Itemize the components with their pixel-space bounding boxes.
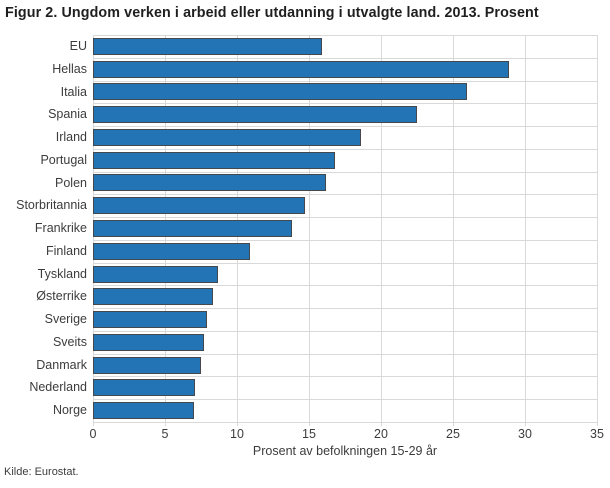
horizontal-gridline <box>93 171 597 173</box>
x-tick-label: 15 <box>302 427 316 441</box>
category-axis-labels: EU Hellas Italia Spania Irland Portugal Polen S… <box>0 35 87 422</box>
bar-sverige <box>93 311 207 329</box>
vertical-gridline <box>309 35 310 426</box>
x-tick-label: 25 <box>446 427 460 441</box>
horizontal-gridline <box>93 148 597 150</box>
x-tick-label: 5 <box>161 427 169 441</box>
category-label: Finland <box>46 243 87 258</box>
category-label: Portugal <box>40 152 87 167</box>
source-note: Kilde: Eurostat. <box>4 466 79 478</box>
bar-nederland <box>93 379 196 397</box>
bar-tyskland <box>93 265 219 283</box>
x-tick-label: 30 <box>518 427 532 441</box>
bar-polen <box>93 174 327 192</box>
horizontal-gridline <box>93 217 597 219</box>
category-label: Polen <box>55 175 87 190</box>
figure-title: Figur 2. Ungdom verken i arbeid eller ut… <box>5 5 539 21</box>
horizontal-gridline <box>93 126 597 128</box>
horizontal-gridline <box>93 57 597 59</box>
category-label: Frankrike <box>34 221 87 236</box>
category-label: Hellas <box>52 61 87 76</box>
category-label: Norge <box>52 403 87 418</box>
category-label: Spania <box>48 107 87 122</box>
category-label: Danmark <box>36 357 87 372</box>
category-label: Irland <box>55 130 87 145</box>
x-tick-label: 10 <box>230 427 244 441</box>
x-tick-label: 35 <box>590 427 604 441</box>
horizontal-gridline <box>93 194 597 196</box>
category-label: EU <box>69 39 87 53</box>
category-label: Storbritannia <box>16 198 87 213</box>
horizontal-gridline <box>93 285 597 287</box>
horizontal-gridline <box>93 80 597 82</box>
vertical-gridline <box>525 35 526 426</box>
bar-eu <box>93 37 322 55</box>
bar-irland <box>93 128 361 146</box>
category-label: Østerrike <box>36 289 87 304</box>
x-tick-label: 0 <box>89 427 97 441</box>
vertical-gridline <box>381 35 382 426</box>
bar-frankrike <box>93 220 292 237</box>
bar--sterrike <box>93 288 213 306</box>
horizontal-gridline <box>93 330 597 332</box>
bar-storbritannia <box>93 197 305 215</box>
horizontal-gridline <box>93 399 597 401</box>
horizontal-gridline <box>93 103 597 105</box>
horizontal-gridline <box>93 308 597 310</box>
horizontal-gridline <box>93 262 597 264</box>
horizontal-gridline <box>93 353 597 355</box>
vertical-gridline <box>597 35 598 426</box>
plot-area <box>93 35 598 426</box>
bar-norge <box>93 402 194 420</box>
x-axis-tick-labels: 0 5 10 15 20 25 30 35 <box>89 427 604 441</box>
category-label: Sveits <box>52 334 87 349</box>
horizontal-gridline <box>93 239 597 241</box>
category-label: Tyskland <box>37 266 87 281</box>
x-axis-label: Prosent av befolkningen 15-29 år <box>252 444 438 458</box>
horizontal-gridline <box>93 35 597 36</box>
horizontal-gridline <box>93 422 597 423</box>
vertical-gridline <box>453 35 454 426</box>
category-label: Sverige <box>44 312 87 327</box>
bar-finland <box>93 242 250 260</box>
bar-portugal <box>93 151 335 169</box>
bar-danmark <box>93 356 201 374</box>
bar-italia <box>93 83 468 101</box>
category-label: Nederland <box>29 380 87 395</box>
bar-spania <box>93 106 417 124</box>
bar-sveits <box>93 333 204 351</box>
bar-hellas <box>93 60 510 78</box>
category-label: Italia <box>60 84 87 99</box>
x-tick-label: 20 <box>374 427 388 441</box>
horizontal-gridline <box>93 376 597 378</box>
